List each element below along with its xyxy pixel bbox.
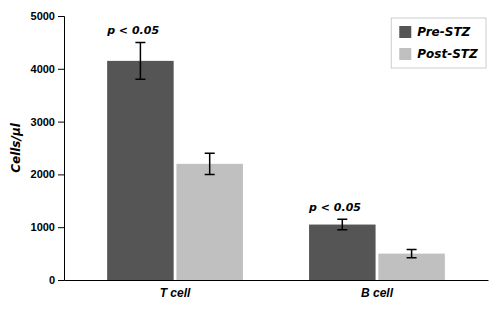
y-tick: 2000 <box>31 168 64 180</box>
bar <box>176 164 243 280</box>
y-tick-mark <box>58 122 64 123</box>
x-axis: T cell B cell <box>65 280 489 300</box>
error-bar <box>407 249 417 257</box>
error-bar <box>205 153 215 174</box>
legend-label: Pre-STZ <box>417 25 470 39</box>
error-bar-line <box>205 153 215 174</box>
y-tick-label: 0 <box>49 274 55 286</box>
x-axis-line <box>65 280 489 281</box>
y-tick-mark <box>58 227 64 228</box>
y-tick-label: 5000 <box>31 10 55 22</box>
bar <box>309 225 376 280</box>
error-bar <box>135 42 145 79</box>
series <box>107 42 375 280</box>
error-bar-line <box>407 249 417 257</box>
legend-item: Post-STZ <box>399 47 478 61</box>
legend-swatch <box>399 48 411 60</box>
legend: Pre-STZ Post-STZ <box>391 18 486 68</box>
y-tick-mark <box>58 16 64 17</box>
y-tick: 0 <box>49 274 64 286</box>
error-bar <box>337 219 347 230</box>
chart: T cell B cell 0 1000 2000 3000 4000 5000 p < 0.0… <box>0 0 500 314</box>
legend-frame <box>391 18 486 68</box>
y-tick-mark <box>58 69 64 70</box>
annotation: p < 0.05 <box>308 201 361 214</box>
marks <box>107 42 445 280</box>
x-tick: T cell <box>160 280 191 300</box>
x-tick: B cell <box>361 280 394 300</box>
bar <box>107 61 174 280</box>
series <box>176 153 444 280</box>
y-tick: 3000 <box>31 116 64 128</box>
legend-swatch <box>399 26 411 38</box>
legend-item: Pre-STZ <box>399 25 470 39</box>
plot: T cell B cell 0 1000 2000 3000 4000 5000 p < 0.0… <box>31 10 489 300</box>
y-axis-line <box>58 17 65 281</box>
y-axis-title: Cells/μl <box>9 122 23 173</box>
y-tick: 4000 <box>31 63 64 75</box>
annotations: p < 0.05 p < 0.05 <box>106 24 361 214</box>
annotation: p < 0.05 <box>106 24 159 37</box>
legend-label: Post-STZ <box>417 47 478 61</box>
y-tick-label: 2000 <box>31 168 55 180</box>
error-bar-line <box>135 42 145 79</box>
error-bar-line <box>337 219 347 230</box>
y-axis: 0 1000 2000 3000 4000 5000 <box>31 10 65 286</box>
x-tick-label: B cell <box>361 286 394 300</box>
x-tick-label: T cell <box>160 286 191 300</box>
y-tick-label: 4000 <box>31 63 55 75</box>
y-tick-label: 3000 <box>31 116 55 128</box>
y-tick-mark <box>58 174 64 175</box>
y-tick: 5000 <box>31 10 64 22</box>
y-tick-mark <box>58 280 64 281</box>
y-tick: 1000 <box>31 221 64 233</box>
y-tick-label: 1000 <box>31 221 55 233</box>
